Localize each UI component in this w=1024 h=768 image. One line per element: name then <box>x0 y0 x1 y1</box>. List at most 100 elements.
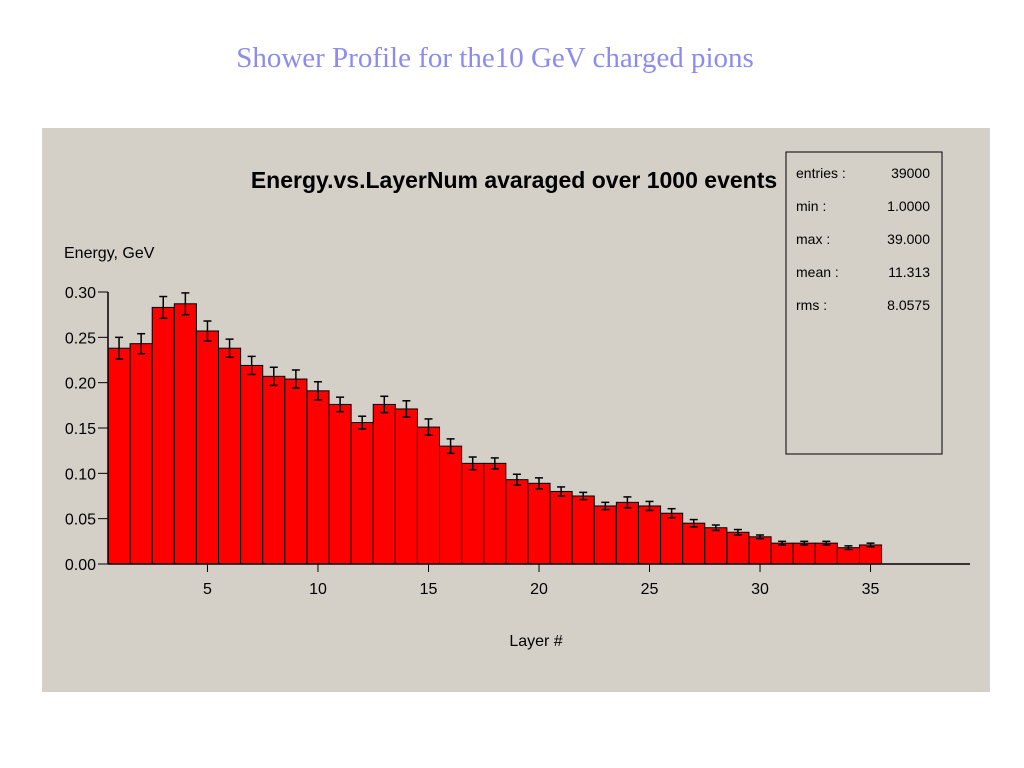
error-bar <box>225 338 234 359</box>
error-bar <box>137 332 146 355</box>
error-bar <box>512 473 521 486</box>
stats-value: 39.000 <box>887 231 930 247</box>
y-tick-label: 0.20 <box>65 376 96 393</box>
error-bar <box>203 320 212 342</box>
bars-group <box>107 303 883 565</box>
error-bar <box>756 534 765 540</box>
error-bar <box>291 369 300 389</box>
histogram-bar <box>593 505 617 565</box>
histogram-bar <box>748 536 772 565</box>
histogram-bar <box>372 403 396 565</box>
histogram-bar <box>240 364 264 565</box>
histogram-bar <box>416 426 441 565</box>
histogram-bar <box>858 544 883 565</box>
histogram-bar <box>350 422 374 565</box>
histogram-bar <box>394 408 418 565</box>
x-tick-label: 35 <box>862 581 880 598</box>
histogram-bar <box>505 479 529 565</box>
histogram-bar <box>151 306 175 565</box>
histogram-bar <box>483 462 507 565</box>
chart-title: Energy.vs.LayerNum avaraged over 1000 ev… <box>251 167 777 193</box>
error-bar <box>358 415 367 430</box>
error-bar <box>269 366 278 387</box>
stats-value: 39000 <box>891 165 930 181</box>
histogram-bar <box>218 347 242 565</box>
y-tick-label: 0.05 <box>65 512 96 529</box>
stats-value: 8.0575 <box>887 297 930 313</box>
error-bar <box>336 396 345 413</box>
error-bar <box>380 395 389 414</box>
histogram-bar <box>682 522 706 565</box>
error-bar <box>866 542 875 548</box>
histogram-bar <box>615 501 639 565</box>
histogram-bar <box>571 495 595 565</box>
histogram-bar <box>439 445 463 565</box>
histogram-bar <box>704 527 728 565</box>
histogram-bar <box>660 512 684 565</box>
x-axis-label: Layer # <box>509 633 562 650</box>
error-bar <box>159 295 168 320</box>
stats-value: 1.0000 <box>887 198 930 214</box>
error-bar <box>424 418 433 437</box>
error-bar <box>557 486 566 497</box>
histogram-bar <box>107 347 131 565</box>
error-bars-group <box>115 292 875 551</box>
error-bar <box>181 292 190 316</box>
histogram-bar <box>284 378 308 565</box>
y-tick-label: 0.10 <box>65 466 96 483</box>
error-bar <box>402 400 411 418</box>
error-bar <box>115 336 124 360</box>
histogram-bar <box>792 542 816 565</box>
error-bar <box>247 355 256 376</box>
stats-box: entries : 39000 min : 1.0000 max : 39.000 mean… <box>785 151 943 455</box>
y-axis-label: Energy, GeV <box>64 245 155 262</box>
x-tick-label: 5 <box>203 581 212 598</box>
error-bar <box>711 524 720 532</box>
stats-box-frame <box>785 151 943 455</box>
error-bar <box>579 491 588 501</box>
x-tick-label: 15 <box>420 581 438 598</box>
error-bar <box>844 545 853 551</box>
error-bar <box>313 381 322 401</box>
histogram-bar <box>306 390 330 565</box>
error-bar <box>733 528 742 536</box>
x-tick-label: 20 <box>530 581 548 598</box>
stats-label: rms : <box>796 297 827 313</box>
slide-title: Shower Profile for the10 GeV charged pio… <box>236 42 754 74</box>
histogram-bar <box>173 303 197 565</box>
x-tick-label: 10 <box>309 581 327 598</box>
histogram-bar <box>328 403 352 565</box>
y-tick-label: 0.30 <box>65 285 96 302</box>
histogram-bar <box>549 490 573 565</box>
y-tick-label: 0.15 <box>65 421 96 438</box>
stats-label: max : <box>796 231 830 247</box>
error-bar <box>800 540 809 546</box>
histogram-bar <box>814 542 838 565</box>
stats-label: entries : <box>796 165 846 181</box>
stats-label: min : <box>796 198 826 214</box>
error-bar <box>601 501 610 511</box>
error-bar <box>778 540 787 546</box>
stats-value: 11.313 <box>888 264 930 280</box>
error-bar <box>667 507 676 519</box>
histogram-bar <box>726 531 750 565</box>
histogram-bar <box>527 482 551 565</box>
histogram-bar <box>637 505 662 565</box>
histogram-bar <box>195 330 220 565</box>
plot-panel: Energy.vs.LayerNum avaraged over 1000 ev… <box>42 128 990 692</box>
y-tick-label: 0.00 <box>65 557 96 574</box>
x-tick-label: 30 <box>751 581 769 598</box>
error-bar <box>645 500 654 512</box>
histogram-bar <box>262 375 286 565</box>
histogram-bar <box>461 462 485 565</box>
error-bar <box>468 456 477 471</box>
error-bar <box>535 477 543 490</box>
histogram-bar <box>770 542 794 565</box>
stats-label: mean : <box>796 264 839 280</box>
error-bar <box>623 496 632 509</box>
error-bar <box>490 457 499 470</box>
error-bar <box>446 438 455 455</box>
histogram-chart: Energy.vs.LayerNum avaraged over 1000 ev… <box>64 151 970 650</box>
axes-group: 0.00 0.05 0.10 0.15 0.20 0.25 0.30 5 10 15 20 25 30 3… <box>65 285 970 598</box>
x-tick-label: 25 <box>641 581 659 598</box>
